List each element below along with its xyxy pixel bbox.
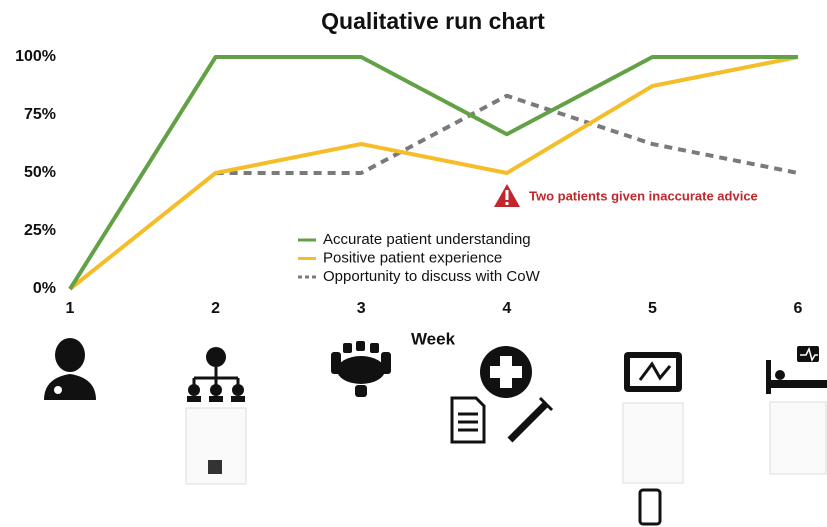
x-tick-label: 4	[502, 300, 511, 317]
chart-title: Qualitative run chart	[321, 8, 545, 34]
tablet-icon	[624, 352, 682, 392]
x-tick-label: 2	[211, 300, 220, 317]
icons	[44, 338, 827, 524]
medical-icon	[452, 346, 552, 442]
poster-icon	[623, 403, 683, 483]
y-tick-label: 50%	[24, 164, 56, 181]
warning-dot	[506, 202, 509, 205]
org-chart-icon	[187, 347, 245, 402]
page: {"chart_data": {"type": "line", "title":…	[0, 0, 827, 527]
legend-label: Opportunity to discuss with CoW	[323, 268, 541, 285]
legend-label: Accurate patient understanding	[323, 231, 531, 248]
x-tick-label: 5	[648, 300, 657, 317]
annotation-text: Two patients given inaccurate advice	[529, 188, 758, 203]
phone-icon	[640, 490, 660, 524]
bed-icon	[766, 346, 827, 394]
meeting-icon	[331, 341, 391, 397]
annotation: Two patients given inaccurate advice	[494, 184, 758, 207]
x-tick-label: 3	[357, 300, 366, 317]
qr-icon	[208, 460, 222, 474]
poster-icon	[770, 402, 826, 474]
warning-mark	[506, 190, 509, 200]
y-tick-label: 25%	[24, 222, 56, 239]
y-tick-label: 100%	[15, 48, 56, 65]
y-tick-label: 0%	[33, 280, 56, 297]
x-axis-label: Week	[411, 329, 456, 348]
legend-label: Positive patient experience	[323, 249, 502, 266]
x-tick-label: 1	[66, 300, 75, 317]
y-tick-label: 75%	[24, 106, 56, 123]
chart: Qualitative run chart Week Two patients …	[0, 0, 827, 527]
doctor-icon	[44, 338, 96, 400]
x-tick-label: 6	[794, 300, 803, 317]
